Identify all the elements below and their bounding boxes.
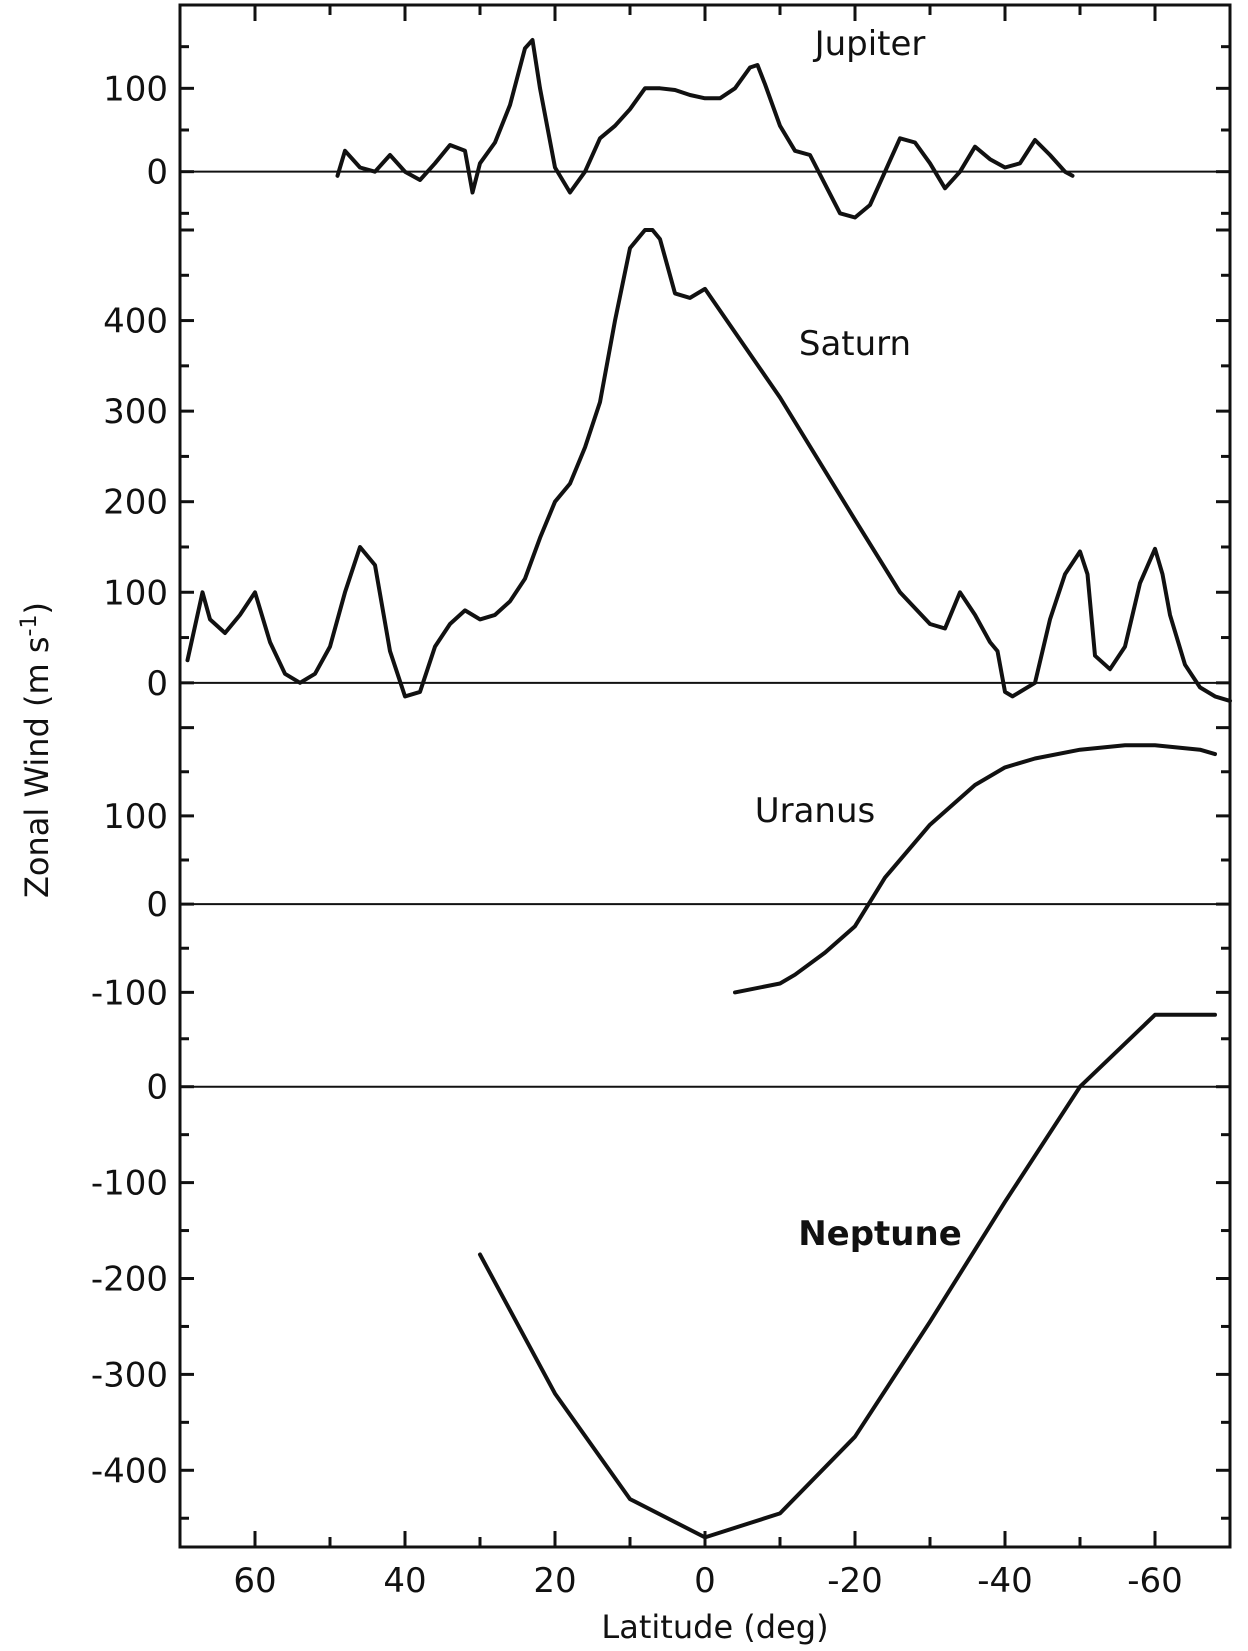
saturn-y-tick-label: 400 (103, 302, 168, 342)
neptune-wind-curve (478, 1012, 1217, 1540)
uranus-y-tick-label: 0 (146, 885, 168, 925)
neptune-y-tick-label: -100 (91, 1164, 168, 1204)
x-tick-label: 40 (383, 1561, 426, 1601)
saturn-y-tick-label: 100 (103, 573, 168, 613)
y-axis-title-main: Zonal Wind (m s (18, 636, 56, 898)
x-tick-label: -60 (1127, 1561, 1183, 1601)
uranus-y-tick-label: 100 (103, 797, 168, 837)
y-axis-title-close: ) (18, 602, 56, 614)
jupiter-y-tick-label: 0 (146, 153, 168, 193)
x-tick-label: 60 (233, 1561, 276, 1601)
neptune-y-tick-label: -300 (91, 1355, 168, 1395)
panels-layer: 100 0 Jupiter 400 300 200 100 0 Saturn 100 0 -100 Ur… (91, 3, 1232, 1540)
x-axis: 60 40 20 0 -20 -40 -60 (178, 5, 1232, 1601)
neptune-label: Neptune (798, 1214, 962, 1254)
saturn-y-tick-label: 300 (103, 392, 168, 432)
jupiter-wind-curve (335, 38, 1075, 220)
plot-frame (178, 3, 1232, 1549)
saturn-y-tick-label: 0 (146, 664, 168, 704)
x-tick-label: -20 (827, 1561, 883, 1601)
neptune-y-tick-label: -200 (91, 1260, 168, 1300)
uranus-label: Uranus (755, 791, 876, 831)
uranus-panel: 100 0 -100 Uranus (91, 726, 1230, 1013)
x-tick-label: -40 (977, 1561, 1033, 1601)
neptune-y-tick-label: -400 (91, 1451, 168, 1491)
saturn-panel: 400 300 200 100 0 Saturn (103, 228, 1232, 704)
x-tick-label: 0 (694, 1561, 716, 1601)
uranus-y-tick-label: -100 (91, 973, 168, 1013)
saturn-y-tick-label: 200 (103, 483, 168, 523)
x-tick-label: 20 (533, 1561, 576, 1601)
saturn-label: Saturn (799, 324, 911, 364)
saturn-wind-curve (185, 228, 1232, 703)
x-axis-title: Latitude (deg) (601, 1608, 828, 1646)
y-axis-title: Zonal Wind (m s-1) (17, 602, 56, 898)
jupiter-label: Jupiter (813, 24, 926, 64)
neptune-y-tick-label: 0 (146, 1068, 168, 1108)
neptune-panel: 0 -100 -200 -300 -400 Neptune (91, 1012, 1230, 1540)
jupiter-y-tick-label: 100 (103, 69, 168, 109)
y-axis-title-exponent: -1 (17, 615, 42, 637)
uranus-wind-curve (733, 743, 1217, 995)
jupiter-panel: 100 0 Jupiter (103, 3, 1230, 220)
y-axis-title-group: Zonal Wind (m s-1) (17, 602, 56, 898)
